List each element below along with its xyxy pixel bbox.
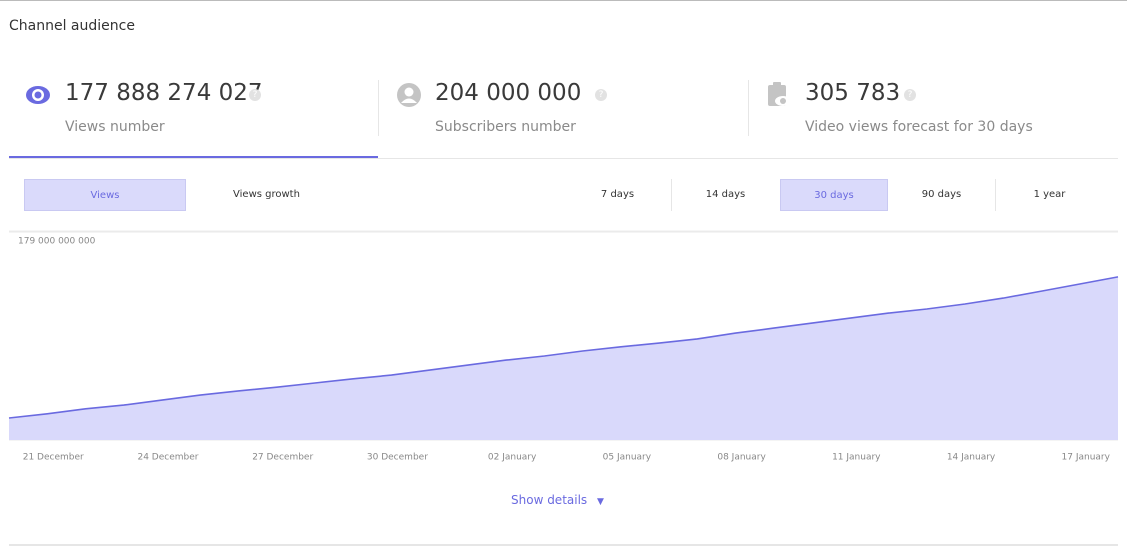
- range-button[interactable]: 90 days: [921, 189, 962, 200]
- user-icon: [397, 83, 421, 107]
- range-button[interactable]: 1 year: [1033, 189, 1066, 200]
- caret: ▼: [597, 497, 604, 507]
- active-underline: [9, 156, 378, 158]
- x-tick-label: 30 December: [367, 453, 428, 463]
- stat-value: 177 888 274 027: [65, 80, 263, 106]
- link-text[interactable]: Show details: [511, 493, 588, 507]
- divider: [378, 80, 379, 136]
- x-tick-label: 21 December: [23, 453, 84, 463]
- help-icon[interactable]: ?: [249, 89, 261, 101]
- tab-button[interactable]: Views: [24, 179, 186, 211]
- help-icon[interactable]: ?: [904, 89, 916, 101]
- help-icon[interactable]: ?: [595, 89, 607, 101]
- range-button[interactable]: 7 days: [600, 189, 635, 200]
- x-tick-label: 05 January: [603, 453, 652, 463]
- y-tick-label: 179 000 000 000: [18, 237, 96, 247]
- range-button[interactable]: 14 days: [705, 189, 746, 200]
- section-title: Channel audience: [9, 18, 135, 34]
- stat-value: 305 783: [805, 80, 901, 106]
- stat-value: 204 000 000: [435, 80, 582, 106]
- x-tick-label: 02 January: [488, 453, 537, 463]
- range-button[interactable]: 30 days: [780, 179, 888, 211]
- tab-rule: [9, 158, 1118, 159]
- stat-label: Views number: [65, 119, 165, 135]
- x-tick-label: 24 December: [137, 453, 198, 463]
- tab-button[interactable]: Views growth: [233, 189, 300, 200]
- stat-label: Subscribers number: [435, 119, 576, 135]
- top-border: [0, 0, 1127, 1]
- area-fill: [9, 276, 1118, 440]
- divider: [995, 179, 996, 211]
- x-tick-label: 08 January: [717, 453, 766, 463]
- bottom-border: [9, 544, 1118, 546]
- forecast-icon: [768, 82, 791, 106]
- eye-icon: [26, 86, 50, 104]
- line: [8, 276, 1119, 419]
- x-tick-label: 11 January: [832, 453, 881, 463]
- x-tick-label: 14 January: [947, 453, 996, 463]
- stat-label: Video views forecast for 30 days: [805, 119, 1033, 135]
- x-tick-label: 27 December: [252, 453, 313, 463]
- divider: [671, 179, 672, 211]
- x-tick-label: 17 January: [1062, 453, 1111, 463]
- divider: [748, 80, 749, 136]
- show-details-link[interactable]: Show details ▼: [511, 493, 604, 507]
